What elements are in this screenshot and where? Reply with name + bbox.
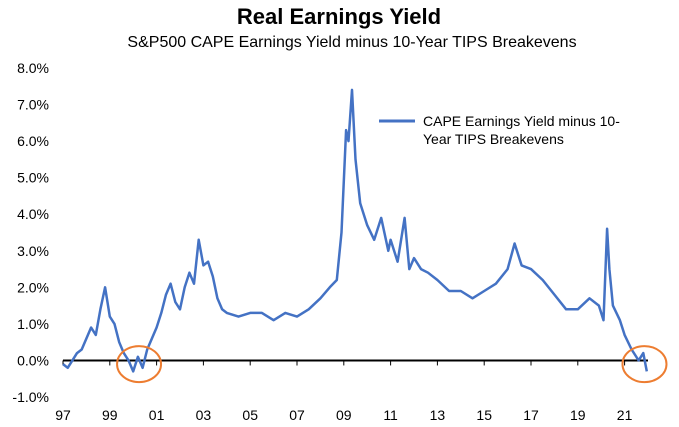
x-tick-label: 11 bbox=[383, 407, 398, 423]
x-tick-label: 01 bbox=[149, 407, 165, 423]
highlight-circle bbox=[621, 345, 668, 384]
series-line bbox=[62, 88, 649, 373]
chart-title: Real Earnings Yield bbox=[237, 4, 441, 29]
highlight-circle bbox=[116, 345, 163, 384]
series-layer bbox=[62, 88, 649, 373]
x-tick-label: 17 bbox=[523, 407, 539, 423]
y-axis: -1.0% 0.0% 1.0% 2.0% 3.0% 4.0% 5.0% 6.0% 7.0% 8.0… bbox=[12, 60, 49, 405]
x-tick-label: 03 bbox=[196, 407, 212, 423]
y-tick-label: 6.0% bbox=[17, 133, 49, 149]
annotation-layer bbox=[116, 345, 668, 384]
y-tick-label: 3.0% bbox=[17, 243, 49, 259]
y-tick-label: 1.0% bbox=[17, 316, 49, 332]
x-tick-label: 07 bbox=[289, 407, 305, 423]
x-axis: 97 99 01 03 05 07 09 11 13 15 17 19 21 bbox=[55, 360, 633, 423]
x-tick-label: 21 bbox=[617, 407, 633, 423]
legend: CAPE Earnings Yield minus 10- Year TIPS … bbox=[379, 113, 620, 147]
legend-label-line1: CAPE Earnings Yield minus 10- bbox=[423, 113, 620, 129]
x-tick-label: 15 bbox=[476, 407, 492, 423]
y-tick-label: 5.0% bbox=[17, 170, 49, 186]
y-tick-label: 0.0% bbox=[17, 352, 49, 368]
x-tick-label: 99 bbox=[102, 407, 118, 423]
x-tick-label: 97 bbox=[55, 407, 71, 423]
chart-subtitle: S&P500 CAPE Earnings Yield minus 10-Year… bbox=[127, 34, 576, 51]
y-tick-label: 8.0% bbox=[17, 60, 49, 76]
x-tick-label: 19 bbox=[570, 407, 586, 423]
y-tick-label: 7.0% bbox=[17, 97, 49, 113]
x-tick-label: 05 bbox=[242, 407, 258, 423]
y-tick-label: 2.0% bbox=[17, 279, 49, 295]
x-tick-label: 09 bbox=[336, 407, 352, 423]
x-tick-label: 13 bbox=[430, 407, 446, 423]
y-tick-label: 4.0% bbox=[17, 206, 49, 222]
y-tick-label: -1.0% bbox=[12, 389, 49, 405]
legend-label-line2: Year TIPS Breakevens bbox=[423, 131, 564, 147]
